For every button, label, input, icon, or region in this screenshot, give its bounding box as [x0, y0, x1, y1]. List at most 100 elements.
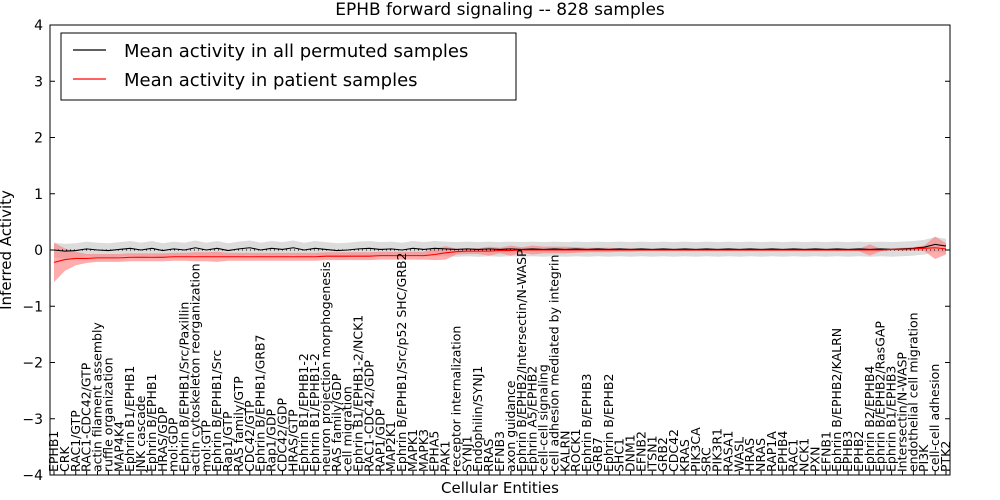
x-entity-label: Rap1/GDP — [264, 409, 279, 472]
x-entity-label: cell adhesion mediated by integrin — [546, 255, 561, 472]
x-entity-label: KALRN — [557, 430, 572, 472]
x-entity-label: Ephrin B/EPHB1 — [144, 374, 159, 472]
x-entity-label: EPHA5 — [427, 431, 442, 472]
x-entity-label: Ephrin B1/EPHB1-2 — [296, 353, 311, 472]
x-entity-label: actin cytoskeleton reorganization — [187, 263, 202, 472]
x-entity-label: EPHB3 — [840, 431, 855, 472]
x-entity-label: Ephrin A5/EPHB2 — [525, 366, 540, 472]
x-entity-label: PTK2 — [938, 441, 953, 472]
y-tick-label: 4 — [34, 18, 43, 34]
x-entity-label: JNK cascade — [133, 395, 148, 473]
x-entity-label: CDC42/GTP — [242, 400, 257, 472]
x-entity-label: DNM1 — [623, 434, 638, 472]
y-tick-label: 0 — [34, 243, 43, 259]
permuted-mean-line — [53, 243, 947, 252]
patient-confidence-band — [54, 236, 946, 283]
x-entity-label: Ephrin B/EPHB1/GRB7 — [253, 334, 268, 472]
x-entity-label: Ephrin B/EPHB2/RasGAP — [873, 321, 888, 472]
x-entity-label: cell-cell adhesion — [927, 364, 942, 472]
x-entity-label: PIK3CA — [688, 427, 703, 472]
x-entity-label: CRK — [57, 446, 72, 472]
x-entity-label: Ephrin B1/EPHB1 — [122, 366, 137, 472]
x-entity-label: Ephrin B1/EPHB3 — [884, 366, 899, 472]
patient-mean-line — [53, 247, 947, 263]
x-entity-label: RAP1A — [764, 431, 779, 472]
x-entity-label: cell migration — [340, 386, 355, 472]
x-entity-label: EFNB1 — [818, 431, 833, 472]
y-tick-label: −3 — [22, 412, 43, 428]
x-entity-label: mol:GDP — [166, 417, 181, 472]
x-entity-label: Ephrin B/EPHB2/KALRN — [829, 328, 844, 472]
x-entity-label: PAK1 — [438, 441, 453, 472]
x-entity-label: Ephrin B2/EPHB4 — [862, 366, 877, 472]
y-tick-label: −2 — [22, 356, 43, 372]
x-entity-label: MAP2K1 — [383, 421, 398, 472]
x-entity-label: axon guidance — [503, 380, 518, 472]
x-entity-label: GRB2 — [655, 437, 670, 472]
x-entity-label: MAP4K4 — [111, 421, 126, 472]
y-tick-label: −4 — [22, 468, 43, 484]
x-entity-label: MAPK1 — [405, 429, 420, 472]
x-entity-label: SRC — [699, 447, 714, 472]
x-entity-label: Intersectin/N-WASP — [894, 352, 909, 472]
x-entity-label: PI3K — [916, 444, 931, 472]
legend-label-patient: Mean activity in patient samples — [124, 70, 418, 91]
x-entity-label: EPHB4 — [775, 431, 790, 472]
x-entity-label: HRAS/GDP — [155, 406, 170, 472]
x-entity-label: RASA1 — [720, 431, 735, 472]
x-entity-label: HRAS — [742, 438, 757, 472]
x-entity-label: CDC42 — [666, 429, 681, 472]
x-entity-label: RAP1/GDP — [372, 408, 387, 472]
x-entity-label: Ephrin B/EPHB2 — [601, 374, 616, 472]
x-entity-label: RAC1 — [786, 439, 801, 472]
x-entity-label: Ephrin B/EPHB1/Src/p52 SHC/GRB2 — [394, 253, 409, 472]
x-entity-label: Ephrin B1/EPHB1-2 — [307, 353, 322, 472]
x-entity-label: neuron projection morphogenesis — [318, 261, 333, 472]
x-entity-label: RAS family/GTP — [231, 376, 246, 472]
x-entity-label: Ephrin B1/EPHB1-2/NCK1 — [351, 315, 366, 472]
x-entity-label: EPHB2 — [851, 431, 866, 472]
x-entity-label: RAC1-CDC42/GTP — [79, 362, 94, 472]
legend-box — [60, 32, 517, 101]
legend: Mean activity in all permuted samples Me… — [60, 32, 517, 101]
y-tick-label: 3 — [34, 74, 43, 90]
x-entity-label: RAC1/GTP — [68, 410, 83, 472]
x-entity-label: NCK1 — [797, 438, 812, 472]
y-tick-label: 1 — [34, 187, 43, 203]
x-entity-label: ITSN1 — [644, 435, 659, 472]
x-entity-label: endothelial cell migration — [905, 312, 920, 472]
x-entity-label: RAS family/GDP — [329, 373, 344, 472]
x-entity-label: WASL — [731, 437, 746, 472]
x-entity-label: RRAS — [481, 439, 496, 472]
x-entity-label: NRAS — [753, 438, 768, 472]
x-entity-label: Endophilin/SYNJ1 — [470, 366, 485, 472]
x-entity-label: EPHB1 — [46, 431, 61, 472]
y-axis: −4 −3 −2 −1 0 1 2 3 4 — [22, 18, 950, 484]
x-entity-label: cell-cell signaling — [536, 364, 551, 472]
x-entity-label: EFNB2 — [633, 431, 648, 472]
x-entity-label: SYNJ1 — [459, 435, 474, 472]
x-entity-label: ROCK1 — [568, 429, 583, 472]
x-entity-label: Rap1/GTP — [220, 411, 235, 472]
x-entity-label: GRB7 — [590, 437, 605, 472]
x-entity-label: Ephrin B/EPHB1/Src — [209, 350, 224, 472]
y-axis-label: Inferred Activity — [0, 190, 15, 310]
x-entity-label: actin filament assembly — [90, 322, 105, 472]
x-entity-label: Ephrin B/EPHB2/Intersectin/N-WASP — [514, 249, 529, 472]
x-entity-label: Ephrin B/EPHB1/Src/Paxillin — [177, 302, 192, 472]
x-entity-label: KRAS — [677, 439, 692, 472]
x-entity-label: RAC1-CDC42/GDP — [361, 360, 376, 472]
x-entity-label: PXN — [807, 447, 822, 472]
x-entity-label: ruffle organization — [100, 357, 115, 472]
x-entity-label: Ephrin B/EPHB3 — [579, 374, 594, 472]
y-tick-label: −1 — [22, 299, 43, 315]
x-entity-label: HRAS/GTP — [285, 409, 300, 472]
x-entity-label: SHC1 — [612, 438, 627, 472]
x-entity-label: MAPK3 — [416, 429, 431, 472]
chart-title: EPHB forward signaling -- 828 samples — [335, 0, 665, 20]
x-entity-label: CDC42/GDP — [274, 397, 289, 472]
y-tick-label: 2 — [34, 131, 43, 147]
x-axis-label: Cellular Entities — [441, 479, 559, 497]
